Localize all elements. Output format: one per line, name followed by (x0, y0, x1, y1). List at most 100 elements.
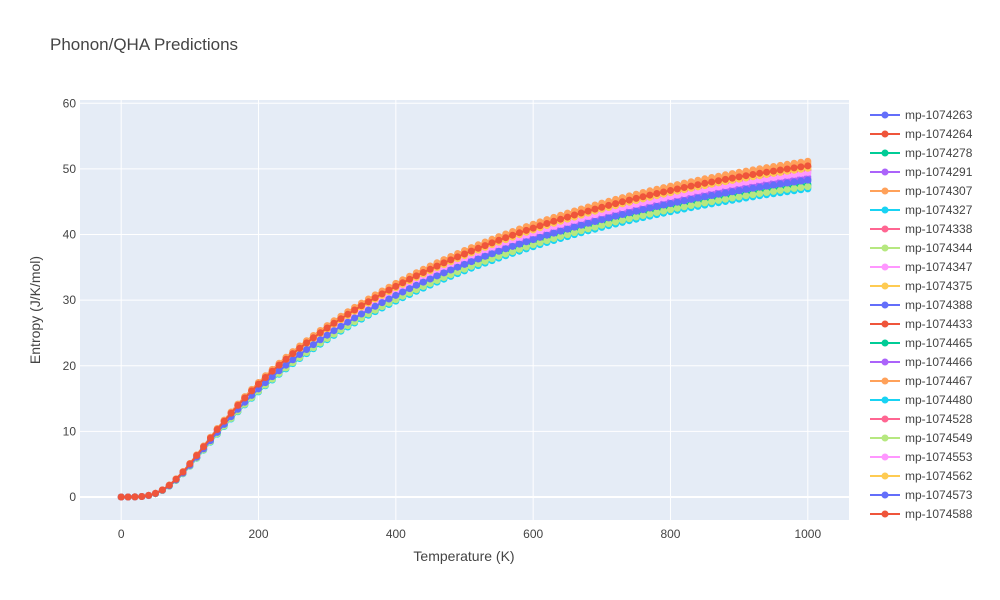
data-point (680, 203, 688, 211)
data-point (728, 174, 736, 182)
legend-item-mp-1074467[interactable]: mp-1074467 (870, 374, 973, 388)
legend-item-mp-1074388[interactable]: mp-1074388 (870, 298, 973, 312)
legend-label: mp-1074307 (905, 184, 973, 198)
data-point (323, 324, 331, 332)
data-point (728, 194, 736, 202)
data-point (570, 229, 578, 237)
data-point (282, 355, 290, 363)
data-point (474, 260, 482, 268)
data-point (783, 185, 791, 193)
data-point (330, 327, 338, 335)
legend-item-mp-1074553[interactable]: mp-1074553 (870, 450, 973, 464)
data-point (639, 206, 647, 214)
data-point (770, 187, 777, 195)
legend-item-mp-1074264[interactable]: mp-1074264 (870, 127, 973, 141)
legend-marker (881, 434, 889, 442)
data-point (591, 205, 599, 213)
data-point (385, 295, 393, 303)
data-point (715, 196, 722, 204)
data-point (660, 207, 668, 215)
data-point (618, 211, 626, 218)
legend-label: mp-1074553 (905, 450, 973, 464)
data-point (426, 265, 434, 273)
legend[interactable]: mp-1074263 mp-1074264 mp-1074278 mp-1074291… (870, 108, 973, 521)
data-point (522, 243, 530, 251)
series-mp-1074588 (117, 162, 812, 501)
data-point (536, 222, 544, 230)
x-tick-label: 400 (386, 527, 406, 541)
data-point (680, 184, 688, 191)
legend-item-mp-1074347[interactable]: mp-1074347 (870, 260, 973, 274)
data-point (543, 231, 551, 239)
data-point (646, 191, 654, 199)
legend-marker (881, 111, 889, 119)
data-point (742, 185, 750, 193)
legend-item-mp-1074480[interactable]: mp-1074480 (870, 393, 973, 407)
legend-item-mp-1074562[interactable]: mp-1074562 (870, 469, 973, 483)
data-point (687, 202, 695, 209)
legend-label: mp-1074466 (905, 355, 973, 369)
legend-label: mp-1074347 (905, 260, 973, 274)
legend-item-mp-1074278[interactable]: mp-1074278 (870, 146, 973, 160)
data-point (406, 285, 414, 293)
data-point (557, 233, 565, 240)
data-point (632, 194, 640, 202)
data-point (564, 225, 571, 233)
legend-marker (881, 320, 889, 328)
data-point (618, 198, 626, 206)
legend-item-mp-1074338[interactable]: mp-1074338 (870, 222, 973, 236)
data-point (584, 225, 592, 233)
legend-item-mp-1074291[interactable]: mp-1074291 (870, 165, 973, 179)
data-point (742, 172, 750, 180)
data-point (433, 272, 441, 280)
legend-item-mp-1074307[interactable]: mp-1074307 (870, 184, 973, 198)
legend-item-mp-1074549[interactable]: mp-1074549 (870, 431, 973, 445)
data-point (646, 210, 654, 218)
data-point (172, 475, 180, 483)
data-point (467, 262, 475, 270)
data-point (625, 209, 633, 217)
data-point (371, 294, 379, 302)
legend-label: mp-1074588 (905, 507, 973, 521)
legend-item-mp-1074375[interactable]: mp-1074375 (870, 279, 973, 293)
legend-item-mp-1074588[interactable]: mp-1074588 (870, 507, 973, 521)
data-point (797, 163, 805, 171)
data-point (667, 200, 674, 208)
data-point (776, 186, 784, 194)
legend-marker (881, 149, 889, 157)
y-tick-label: 30 (63, 293, 77, 307)
data-point (467, 258, 475, 266)
data-point (515, 245, 523, 253)
data-point (605, 214, 613, 222)
data-point (268, 367, 276, 375)
legend-label: mp-1074338 (905, 222, 973, 236)
legend-item-mp-1074327[interactable]: mp-1074327 (870, 203, 973, 217)
data-point (378, 290, 386, 298)
legend-item-mp-1074344[interactable]: mp-1074344 (870, 241, 973, 255)
data-point (763, 189, 771, 196)
x-axis-title: Temperature (K) (413, 548, 514, 564)
data-point (721, 175, 729, 183)
legend-label: mp-1074562 (905, 469, 973, 483)
legend-item-mp-1074263[interactable]: mp-1074263 (870, 108, 973, 122)
data-point (351, 306, 359, 314)
legend-item-mp-1074466[interactable]: mp-1074466 (870, 355, 973, 369)
axis-ticks: 0 200 400 600 800 1000 0 10 20 30 40 50 60 (63, 96, 822, 541)
legend-marker (881, 187, 889, 195)
legend-item-mp-1074528[interactable]: mp-1074528 (870, 412, 973, 426)
data-point (145, 491, 153, 499)
data-point (776, 166, 784, 174)
data-point (296, 344, 304, 352)
data-point (330, 319, 338, 327)
data-point (158, 486, 166, 494)
legend-item-mp-1074433[interactable]: mp-1074433 (870, 317, 973, 331)
legend-item-mp-1074573[interactable]: mp-1074573 (870, 488, 973, 502)
data-point (323, 331, 331, 339)
legend-marker (881, 377, 889, 385)
legend-item-mp-1074465[interactable]: mp-1074465 (870, 336, 973, 350)
data-point (337, 315, 345, 323)
data-point (536, 239, 544, 247)
legend-marker (881, 244, 889, 252)
data-point (660, 188, 668, 196)
data-point (550, 235, 558, 242)
